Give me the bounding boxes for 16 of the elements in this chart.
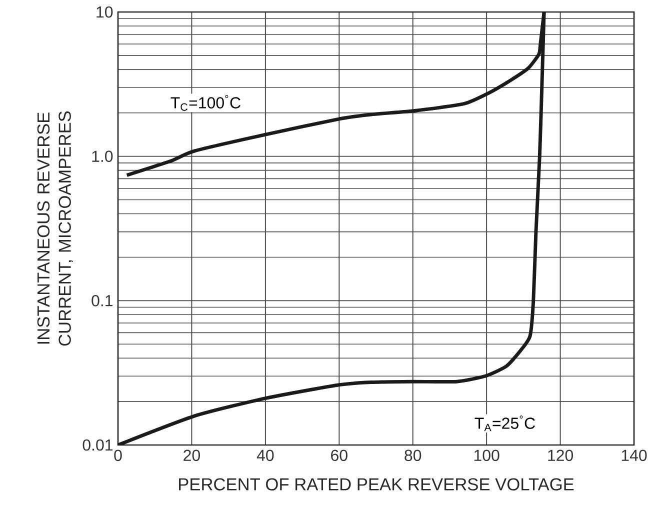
x-tick-label: 20 xyxy=(184,450,200,462)
y-tick-label: 10 xyxy=(96,6,113,18)
x-axis-title: PERCENT OF RATED PEAK REVERSE VOLTAGE xyxy=(179,478,574,490)
y-tick-label: 0.1 xyxy=(92,295,113,306)
y-tick-label: 1.0 xyxy=(92,150,113,162)
annotation: T$_{C}$=100$^{°}$C xyxy=(170,95,240,111)
x-tick-label: 60 xyxy=(331,450,348,462)
x-tick-label: 40 xyxy=(256,450,274,462)
y-axis-title: INSTANTANEOUS REVERSE CURRENT, MICROAMPERES xyxy=(37,111,73,346)
x-tick-label: 80 xyxy=(404,450,422,462)
x-tick-label: 0 xyxy=(114,450,122,462)
y-tick-label: 0.01 xyxy=(82,439,113,451)
x-tick-label: 140 xyxy=(622,450,647,462)
x-tick-label: 100 xyxy=(474,450,500,462)
annotation: T$_{A}$=25$^{°}$C xyxy=(474,416,535,432)
x-tick-label: 120 xyxy=(548,450,574,462)
